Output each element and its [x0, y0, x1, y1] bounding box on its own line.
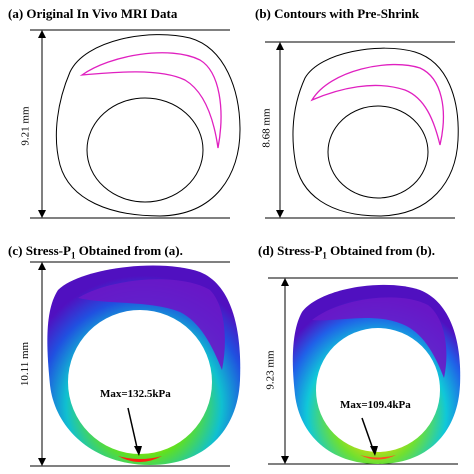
panel-d-label: (d): [258, 243, 274, 258]
panel-c-lumen: [68, 310, 212, 454]
panel-d-dimension: 9.23 mm: [264, 350, 277, 390]
panel-c-title-sub: 1: [70, 250, 76, 261]
panel-d-lumen: [316, 328, 440, 452]
panel-d-max-label: Max=109.4kPa: [340, 399, 411, 411]
panel-c-caption: (c) Stress-P1 Obtained from (a).: [8, 243, 183, 264]
panel-c-max-spot: [118, 456, 162, 462]
panel-c-label: (c): [8, 243, 23, 258]
panel-d-title-sub: 1: [322, 250, 327, 261]
panel-c-title-rest: Obtained from (a).: [75, 243, 183, 258]
panel-b-title: Contours with Pre-Shrink: [274, 6, 420, 21]
panel-d-max-spot: [360, 455, 396, 460]
panel-b-plaque-contour: [310, 63, 445, 146]
panel-a-title: Original In Vivo MRI Data: [26, 6, 178, 21]
panel-d-caption: (d) Stress-P1 Obtained from (b).: [258, 243, 435, 264]
panel-b-outer-wall: [292, 47, 459, 217]
panel-c-max-arrow: [127, 407, 139, 453]
panel-a-label: (a): [8, 6, 24, 21]
panel-d-title-main: Stress-P: [277, 243, 323, 258]
panel-b-lumen: [327, 105, 429, 199]
panel-c-plaque-region: [78, 279, 225, 370]
panel-a-caption: (a) Original In Vivo MRI Data: [8, 6, 177, 21]
panel-a-lumen: [86, 97, 204, 203]
panel-a-outer-wall: [55, 34, 241, 217]
panel-b-caption: (b) Contours with Pre-Shrink: [255, 6, 419, 21]
panel-a-plaque-contour: [79, 52, 222, 149]
panel-d-plaque-region: [312, 297, 447, 378]
panel-d-title-rest: Obtained from (b).: [326, 243, 436, 258]
panel-c-max-label: Max=132.5kPa: [100, 388, 171, 400]
panel-b-label: (b): [255, 6, 271, 21]
panel-c-title-main: Stress-P: [25, 243, 71, 258]
